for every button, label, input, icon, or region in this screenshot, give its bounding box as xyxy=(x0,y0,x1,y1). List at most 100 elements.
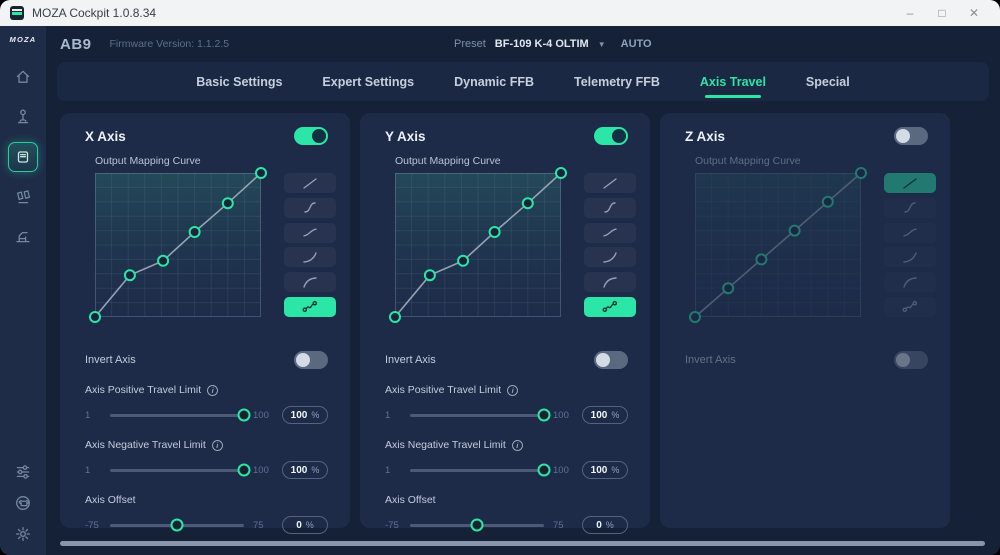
slider-value-box[interactable]: 100% xyxy=(582,461,628,479)
slider-handle[interactable] xyxy=(237,463,251,477)
linear-curve-button[interactable] xyxy=(284,173,336,193)
slider-track[interactable] xyxy=(410,408,551,422)
preset-selector[interactable]: BF-109 K-4 OLTIM xyxy=(494,38,589,50)
custom-curve-button[interactable] xyxy=(584,296,636,317)
slider-handle[interactable] xyxy=(537,463,551,477)
slider-value-box[interactable]: 100% xyxy=(282,461,328,479)
slider-value-box[interactable]: 100% xyxy=(582,406,628,424)
curve-point[interactable] xyxy=(555,167,567,179)
axis-enable-toggle[interactable] xyxy=(894,127,928,145)
sidebar-item-settings[interactable] xyxy=(10,521,36,547)
invert-axis-toggle[interactable] xyxy=(594,351,628,369)
device-name: AB9 xyxy=(60,35,92,53)
s-curve-button[interactable] xyxy=(284,197,336,218)
slider-min-label: 1 xyxy=(385,464,391,476)
ease-out-curve-button[interactable] xyxy=(284,272,336,293)
slider-value-box[interactable]: 0% xyxy=(582,516,628,534)
gentle-s-curve-button[interactable] xyxy=(584,222,636,243)
slider-handle[interactable] xyxy=(470,518,484,532)
info-icon[interactable]: i xyxy=(507,384,519,396)
curve-point[interactable] xyxy=(457,254,470,267)
curve-point[interactable] xyxy=(188,226,201,238)
curve-point[interactable] xyxy=(488,226,501,238)
slider-track[interactable] xyxy=(410,463,551,477)
minimize-button[interactable]: – xyxy=(906,6,914,20)
gentle-s-curve-button[interactable] xyxy=(884,222,936,243)
info-icon[interactable]: i xyxy=(211,439,223,451)
tab-basic-settings[interactable]: Basic Settings xyxy=(196,74,283,89)
output-mapping-curve-label: Output Mapping Curve xyxy=(695,155,801,167)
linear-curve-button[interactable] xyxy=(584,173,636,193)
slider-handle[interactable] xyxy=(237,408,251,422)
ease-out-curve-button[interactable] xyxy=(884,272,936,293)
axis-enable-toggle[interactable] xyxy=(294,127,328,145)
curve-point[interactable] xyxy=(221,197,234,210)
tab-telemetry-ffb[interactable]: Telemetry FFB xyxy=(574,74,660,89)
curve-point[interactable] xyxy=(89,311,101,323)
curve-point[interactable] xyxy=(755,253,768,266)
sidebar-item-wheel-base[interactable] xyxy=(8,142,38,172)
maximize-button[interactable]: □ xyxy=(938,6,946,20)
tab-expert-settings[interactable]: Expert Settings xyxy=(322,74,415,89)
slider-label: Axis Offset xyxy=(385,494,436,506)
sidebar-item-pedals[interactable] xyxy=(8,182,38,212)
output-mapping-curve-label: Output Mapping Curve xyxy=(395,155,501,167)
custom-curve-button[interactable] xyxy=(884,296,936,317)
invert-axis-toggle[interactable] xyxy=(894,351,928,369)
slider-value-box[interactable]: 100% xyxy=(282,406,328,424)
close-button[interactable]: ✕ xyxy=(968,6,980,20)
ease-in-curve-button[interactable] xyxy=(284,247,336,268)
curve-point[interactable] xyxy=(722,282,735,295)
tab-axis-travel[interactable]: Axis Travel xyxy=(699,74,766,89)
curve-point[interactable] xyxy=(821,195,834,208)
curve-point[interactable] xyxy=(423,269,436,282)
custom-curve-icon xyxy=(902,301,918,313)
slider-track[interactable] xyxy=(110,408,251,422)
slider-track[interactable] xyxy=(110,518,244,532)
axis-enable-toggle[interactable] xyxy=(594,127,628,145)
curve-point[interactable] xyxy=(123,269,136,282)
horizontal-scrollbar[interactable] xyxy=(60,541,985,546)
sidebar-item-rig[interactable] xyxy=(8,222,38,252)
tab-special[interactable]: Special xyxy=(805,74,850,89)
linear-curve-button[interactable] xyxy=(884,173,936,193)
curve-point[interactable] xyxy=(689,311,701,323)
info-icon[interactable]: i xyxy=(511,439,523,451)
sidebar-item-flight-stick[interactable] xyxy=(8,102,38,132)
s-curve-button[interactable] xyxy=(584,197,636,218)
ease-out-curve-button[interactable] xyxy=(584,272,636,293)
slider-handle[interactable] xyxy=(170,518,184,532)
slider-handle[interactable] xyxy=(537,408,551,422)
output-mapping-chart[interactable] xyxy=(89,167,267,323)
slider-value: 0 xyxy=(296,519,302,531)
toggle-knob xyxy=(896,129,910,143)
sidebar-item-tuning[interactable] xyxy=(10,459,36,485)
invert-axis-toggle[interactable] xyxy=(294,351,328,369)
ease-in-curve-button[interactable] xyxy=(584,247,636,268)
slider-value-box[interactable]: 0% xyxy=(282,516,328,534)
curve-point[interactable] xyxy=(157,254,170,267)
curve-point[interactable] xyxy=(788,224,801,237)
s-curve-icon xyxy=(604,202,616,213)
slider-group-axis-negative-travel-limit: Axis Negative Travel Limit i 1 100 100% xyxy=(85,439,328,479)
s-curve-button[interactable] xyxy=(884,197,936,218)
slider-unit: % xyxy=(611,410,620,420)
curve-point[interactable] xyxy=(255,167,267,179)
auto-preset-button[interactable]: AUTO xyxy=(620,38,652,50)
custom-curve-button[interactable] xyxy=(284,296,336,317)
gentle-s-curve-button[interactable] xyxy=(284,222,336,243)
info-icon[interactable]: i xyxy=(207,384,219,396)
tab-dynamic-ffb[interactable]: Dynamic FFB xyxy=(454,74,534,89)
curve-point[interactable] xyxy=(855,167,867,179)
output-mapping-chart[interactable] xyxy=(689,167,867,323)
slider-track[interactable] xyxy=(110,463,251,477)
curve-point[interactable] xyxy=(389,311,401,323)
sidebar-item-profile[interactable] xyxy=(10,490,36,516)
curve-point[interactable] xyxy=(521,197,534,210)
output-mapping-chart[interactable] xyxy=(389,167,567,323)
slider-track[interactable] xyxy=(410,518,544,532)
sidebar-item-home[interactable] xyxy=(8,62,38,92)
chevron-down-icon[interactable]: ▼ xyxy=(597,39,606,49)
ease-in-curve-button[interactable] xyxy=(884,247,936,268)
ease-in-curve-icon xyxy=(903,252,917,263)
